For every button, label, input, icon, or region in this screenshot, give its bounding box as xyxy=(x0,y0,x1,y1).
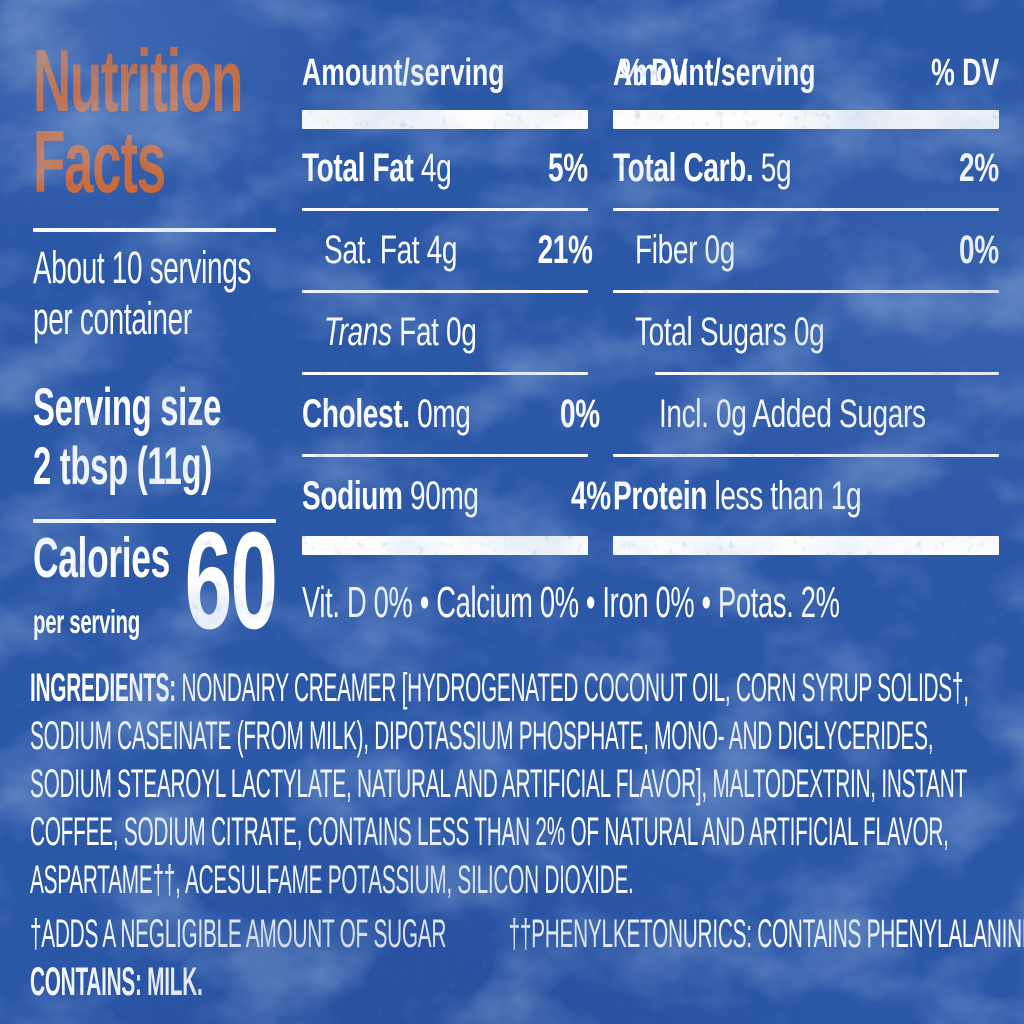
row-added-sugars: Incl. 0g Added Sugars 0% xyxy=(613,375,999,454)
servings-line-1: About 10 servings xyxy=(33,242,252,293)
micronutrients-text: Vit. D 0% • Calcium 0% • Iron 0% • Potas… xyxy=(302,578,840,627)
micronutrients-line: Vit. D 0% • Calcium 0% • Iron 0% • Potas… xyxy=(302,578,1002,628)
divider xyxy=(33,228,276,232)
contains-statement: CONTAINS: MILK. xyxy=(30,960,203,1004)
row-trans-fat: Trans Fat 0g xyxy=(302,293,588,372)
ingredients-section: INGREDIENTS: NONDAIRY CREAMER [HYDROGENA… xyxy=(30,664,1024,1006)
footnotes-line: †ADDS A NEGLIGIBLE AMOUNT OF SUGAR ††PHEN… xyxy=(30,910,1024,958)
thick-bar xyxy=(613,536,999,555)
nutrient-amount: 5g xyxy=(760,146,792,190)
nutrient-name: Cholest. 0mg xyxy=(302,392,471,437)
servings-per-container: About 10 servings per container xyxy=(33,242,276,344)
header-percent-dv: % DV xyxy=(931,52,1000,94)
thick-bar xyxy=(302,110,588,129)
nutrient-amount: 0mg xyxy=(417,392,471,436)
nutrient-name: Sat. Fat 4g xyxy=(324,228,458,272)
nutrient-bold: Protein xyxy=(613,474,708,518)
nutrient-name: Total Sugars 0g xyxy=(635,310,825,354)
nutrient-column-right: Amount/serving % DV Total Carb. 5g 2% Fi… xyxy=(613,44,999,555)
nutrient-amount: 4g xyxy=(420,146,452,190)
title-line-1: Nutrition xyxy=(33,31,243,130)
nutrient-dv: 5% xyxy=(548,146,588,190)
nutrient-bold: Sodium xyxy=(302,474,403,518)
nutrition-facts-title: Nutrition Facts xyxy=(33,31,276,211)
title-line-2: Facts xyxy=(33,112,166,211)
nutrient-bold: Cholest. xyxy=(302,392,410,436)
calories-label-group: Calories per serving xyxy=(33,530,170,641)
nutrient-name: Trans Fat 0g xyxy=(324,310,477,355)
row-total-carb: Total Carb. 5g 2% xyxy=(613,129,999,208)
calories-sub-label: per serving xyxy=(33,603,140,640)
serving-size: Serving size 2 tbsp (11g) xyxy=(33,378,276,496)
column-header: Amount/serving % DV xyxy=(613,44,999,110)
calories-value: 60 xyxy=(184,504,278,658)
servings-line-2: per container xyxy=(33,293,192,344)
row-fiber: Fiber 0g 0% xyxy=(613,211,999,290)
thick-bar xyxy=(302,536,588,555)
calories-label: Calories xyxy=(33,526,170,590)
thick-bar xyxy=(613,110,999,129)
nutrient-bold: Total Carb. xyxy=(613,146,754,190)
row-cholesterol: Cholest. 0mg 0% xyxy=(302,375,600,454)
nutrient-dv: 4% xyxy=(571,474,612,518)
serving-size-line-1: Serving size xyxy=(33,378,222,437)
nutrient-name: Protein less than 1g xyxy=(613,474,862,519)
footnote-sugar: †ADDS A NEGLIGIBLE AMOUNT OF SUGAR xyxy=(30,912,447,956)
ingredients-paragraph: INGREDIENTS: NONDAIRY CREAMER [HYDROGENA… xyxy=(30,664,994,904)
nutrient-amount: 90mg xyxy=(410,474,479,518)
left-panel: Nutrition Facts About 10 servings per co… xyxy=(33,0,278,660)
nutrient-name: Total Carb. 5g xyxy=(613,146,792,191)
header-amount-serving: Amount/serving xyxy=(613,52,816,94)
column-header: Amount/serving % DV xyxy=(302,44,688,110)
header-amount-serving: Amount/serving xyxy=(302,52,505,94)
row-protein: Protein less than 1g xyxy=(613,457,999,536)
row-sat-fat: Sat. Fat 4g 21% xyxy=(302,211,593,290)
nutrient-name: Fiber 0g xyxy=(635,228,735,272)
calories-row: Calories per serving 60 xyxy=(33,504,278,658)
nutrient-name: Total Fat 4g xyxy=(302,146,452,191)
row-total-fat: Total Fat 4g 5% xyxy=(302,129,588,208)
row-total-sugars: Total Sugars 0g xyxy=(613,293,999,372)
nutrient-bold: Total Fat xyxy=(302,146,414,190)
ingredients-inner: INGREDIENTS: NONDAIRY CREAMER [HYDROGENA… xyxy=(30,664,1024,1006)
nutrient-amount: less than 1g xyxy=(714,474,862,518)
ingredients-label: INGREDIENTS: xyxy=(30,666,176,710)
footnote-phenylketonurics: ††PHENYLKETONURICS: CONTAINS PHENYLALANI… xyxy=(508,912,1024,956)
row-sodium: Sodium 90mg 4% xyxy=(302,457,612,536)
nutrient-column-left: Amount/serving % DV Total Fat 4g 5% Sat.… xyxy=(302,44,688,555)
nutrient-name: Sodium 90mg xyxy=(302,474,479,519)
nutrient-name: Incl. 0g Added Sugars xyxy=(659,392,926,436)
nutrient-dv: 21% xyxy=(537,228,593,272)
serving-size-line-2: 2 tbsp (11g) xyxy=(33,437,212,496)
nutrient-dv: 0% xyxy=(959,228,999,272)
nutrient-dv: 2% xyxy=(959,146,999,190)
nutrient-amount: Fat 0g xyxy=(399,310,477,354)
nutrient-italic: Trans xyxy=(324,310,392,354)
nutrient-dv: 0% xyxy=(559,392,600,436)
